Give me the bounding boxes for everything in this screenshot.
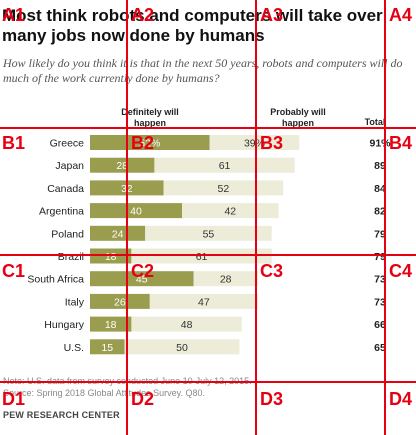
bar-probably [145, 225, 272, 241]
category-label: Greece [50, 138, 85, 150]
bar-definitely [90, 293, 150, 309]
grid-cell-label: C2 [131, 261, 155, 281]
grid-line-vertical [126, 0, 128, 435]
total-label: 66 [374, 319, 386, 331]
data-label-definitely: 24 [112, 228, 124, 240]
chart-title: Most think robots and computers will tak… [2, 6, 383, 45]
grid-cell-label: D4 [389, 389, 413, 409]
data-label-probably: 42 [224, 206, 236, 218]
category-label: South Africa [27, 274, 84, 286]
grid-line-vertical [255, 0, 257, 435]
grid-cell-label: C3 [260, 261, 284, 281]
grid-cell-label: A2 [131, 5, 155, 25]
bar-probably [182, 203, 279, 219]
data-label-probably: 55 [203, 228, 215, 240]
grid-cell-label: D2 [131, 389, 155, 409]
bar-probably [131, 316, 242, 332]
grid-line-vertical [384, 0, 386, 435]
bar-probably [131, 248, 272, 264]
total-label: 89 [374, 160, 386, 172]
grid-cell-label: C4 [389, 261, 413, 281]
total-label: 79 [374, 228, 386, 240]
data-label-definitely: 45 [136, 274, 148, 286]
grid-line-horizontal [0, 127, 416, 129]
total-label: 79 [374, 251, 386, 263]
category-label: Poland [51, 228, 84, 240]
header-total: Total [364, 117, 386, 127]
grid-cell-label: A3 [260, 5, 284, 25]
org-name: PEW RESEARCH CENTER [3, 410, 120, 420]
category-label: Italy [65, 296, 85, 308]
bar-definitely [90, 248, 132, 264]
grid-cell-label: B2 [131, 133, 155, 153]
data-label-probably: 52 [218, 183, 230, 195]
header-definitely: Definitely will happen [121, 107, 179, 128]
data-label-probably: 61 [219, 160, 231, 172]
data-label-definitely: 28 [116, 160, 128, 172]
data-label-probably: 50 [176, 342, 188, 354]
total-label: 73 [374, 296, 386, 308]
bar-probably [154, 157, 295, 173]
bar-probably [124, 339, 240, 355]
data-label-probably: 47 [198, 296, 210, 308]
grid-cell-label: C1 [2, 261, 26, 281]
data-label-definitely: 15 [101, 342, 113, 354]
bar-probably [149, 293, 258, 309]
data-label-probably: 61 [196, 251, 208, 263]
grid-line-horizontal [0, 381, 416, 383]
grid-cell-label: D3 [260, 389, 284, 409]
total-label: 82 [374, 206, 386, 218]
header-probably: Probably will happen [270, 107, 326, 128]
grid-cell-label: A1 [2, 5, 26, 25]
grid-cell-label: A4 [389, 5, 413, 25]
source-text: Source: Spring 2018 Global Attitudes Sur… [3, 388, 205, 398]
total-label: 84 [374, 183, 386, 195]
bar-definitely [90, 135, 210, 150]
data-label-probably: 39% [244, 138, 265, 150]
bar-definitely [90, 225, 146, 241]
bar-probably [209, 135, 300, 150]
total-label: 73 [374, 274, 386, 286]
data-label-definitely: 40 [130, 206, 142, 218]
category-label: Japan [55, 160, 84, 172]
grid-cell-label: D1 [2, 389, 26, 409]
grid-cell-label: B1 [2, 133, 26, 153]
data-label-probably: 48 [181, 319, 193, 331]
category-label: U.S. [64, 342, 84, 354]
data-label-definitely: 26 [114, 296, 126, 308]
bar-probably [193, 271, 258, 287]
bar-definitely [90, 203, 182, 219]
bar-definitely [90, 157, 155, 173]
data-label-definitely: 18 [105, 251, 117, 263]
data-label-definitely: 18 [105, 319, 117, 331]
bar-definitely [90, 316, 132, 332]
grid-cell-label: B4 [389, 133, 413, 153]
bar-probably [163, 180, 284, 196]
chart-subtitle: How likely do you think it is that in th… [3, 56, 403, 85]
data-label-definitely: 52% [139, 138, 160, 150]
grid-line-horizontal [0, 254, 416, 256]
category-label: Hungary [44, 319, 84, 331]
bar-definitely [90, 271, 194, 287]
total-label: 65 [374, 342, 386, 354]
bar-definitely [90, 339, 125, 355]
data-label-probably: 28 [220, 274, 232, 286]
grid-cell-label: B3 [260, 133, 284, 153]
category-label: Canada [47, 183, 84, 195]
category-label: Argentina [39, 206, 84, 218]
